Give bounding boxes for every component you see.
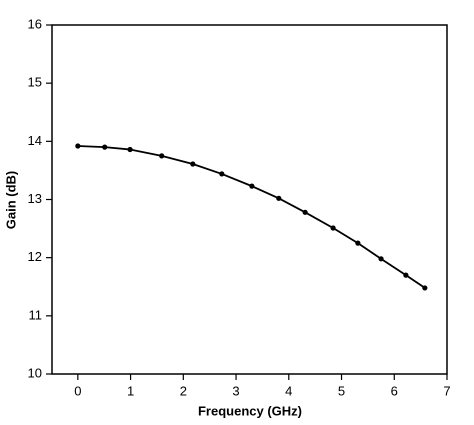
y-tick-label: 15 [28,75,42,90]
y-tick-label: 10 [28,365,42,380]
series-line [77,145,426,289]
x-tick-label: 3 [232,383,239,398]
data-point [75,143,81,149]
x-tick-label: 7 [443,383,450,398]
x-tick-label: 0 [74,383,81,398]
x-tick-label: 4 [285,383,292,398]
x-axis-label: Frequency (GHz) [198,403,302,418]
y-tick-label: 14 [28,133,42,148]
y-tick-label: 16 [28,16,42,31]
plot-frame [51,24,448,375]
data-point [102,144,108,150]
y-axis-label: Gain (dB) [3,171,18,230]
x-tick-label: 2 [180,383,187,398]
data-point [190,161,196,167]
data-point [219,171,225,177]
y-tick-label: 13 [28,191,42,206]
data-point [302,209,308,215]
data-point [249,183,255,189]
x-tick-label: 5 [338,383,345,398]
y-tick-label: 11 [29,307,43,322]
data-point [422,285,428,291]
data-point [355,240,361,246]
data-point [378,256,384,262]
data-point [127,146,133,153]
y-tick-label: 12 [28,249,42,264]
data-point [403,272,409,278]
data-point [159,153,165,159]
data-point [276,195,282,201]
data-point [330,225,336,231]
x-tick-label: 1 [127,383,134,398]
x-tick-label: 6 [391,383,398,398]
